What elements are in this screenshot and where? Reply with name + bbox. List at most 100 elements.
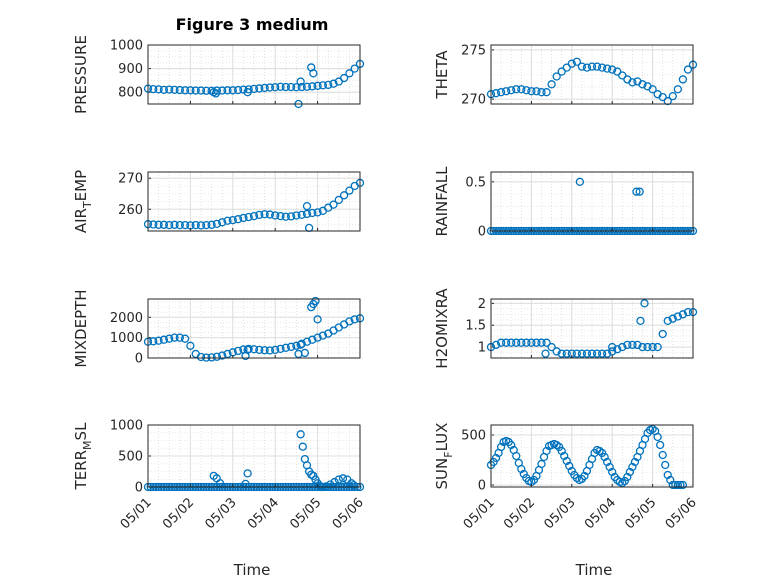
subplot-pressure: 800 900 1000 PRESSURE	[72, 35, 365, 114]
data-point	[196, 221, 206, 230]
data-point	[522, 86, 531, 95]
data-point	[165, 334, 174, 343]
data-point	[313, 333, 322, 342]
y-tick-label: 0	[135, 352, 143, 367]
data-point	[648, 342, 657, 352]
data-point	[512, 451, 521, 461]
x-tick-label: 05/04	[245, 495, 282, 532]
x-axis-label-left: Time	[233, 561, 271, 579]
data-point	[575, 177, 585, 186]
data-point	[345, 69, 354, 78]
data-point	[527, 338, 536, 347]
data-point	[625, 467, 635, 477]
y-axis-label: MIXDEPTH	[72, 289, 90, 367]
data-point	[218, 351, 227, 360]
data-point	[613, 345, 622, 354]
data-point	[557, 446, 566, 456]
data-point	[648, 85, 657, 94]
y-tick-label: 1	[478, 341, 486, 356]
x-tick-label: 05/05	[622, 495, 659, 532]
data-point	[603, 64, 612, 73]
x-tick-label: 05/02	[501, 495, 538, 532]
data-point	[608, 347, 617, 356]
data-point	[211, 89, 220, 98]
x-tick-label: 05/05	[287, 495, 324, 532]
data-point	[552, 72, 561, 81]
data-point	[260, 210, 269, 219]
data-point	[223, 349, 232, 359]
data-point	[196, 86, 206, 95]
data-point	[658, 329, 667, 339]
data-point	[608, 342, 617, 352]
data-point	[313, 315, 322, 324]
data-point	[552, 440, 561, 450]
x-tick-label: 05/04	[582, 495, 619, 532]
data-point	[297, 210, 306, 220]
data-point	[587, 349, 597, 358]
y-axis-label: PRESSURE	[72, 35, 90, 114]
data-point	[202, 220, 211, 230]
data-point	[349, 480, 358, 490]
data-point	[243, 469, 252, 478]
data-point	[522, 338, 531, 347]
data-point	[496, 88, 506, 97]
data-point	[636, 316, 645, 326]
data-point	[239, 85, 248, 94]
data-point	[154, 336, 163, 345]
data-point	[673, 85, 682, 94]
data-point	[207, 86, 216, 95]
data-point	[658, 450, 667, 460]
y-axis-label: THETA	[433, 50, 451, 100]
data-point	[271, 83, 280, 92]
data-point	[537, 338, 546, 347]
data-point	[582, 349, 592, 358]
y-tick-label: 2000	[110, 311, 143, 326]
data-point	[350, 64, 359, 73]
data-point	[149, 337, 158, 346]
data-point	[541, 349, 550, 358]
data-point	[567, 59, 576, 68]
data-point	[592, 62, 602, 71]
data-point	[600, 452, 609, 462]
data-point	[292, 341, 301, 350]
data-point	[233, 85, 243, 95]
data-point	[281, 343, 290, 352]
data-point	[318, 331, 328, 340]
data-point	[668, 314, 677, 323]
data-point	[653, 432, 662, 442]
y-tick-label: 500	[118, 450, 143, 465]
data-point	[501, 87, 511, 96]
data-point	[618, 342, 627, 352]
data-point	[296, 77, 305, 86]
data-point	[587, 62, 597, 71]
x-tick-label: 05/06	[663, 495, 700, 532]
data-point	[623, 340, 632, 350]
y-axis-label: SUNFLUX	[433, 423, 455, 490]
data-point	[223, 216, 232, 225]
data-point	[597, 349, 607, 358]
data-point	[223, 86, 232, 95]
data-point	[149, 84, 158, 94]
data-point	[613, 67, 622, 76]
data-point	[501, 338, 511, 347]
subplot-rainfall: 0 0.5 RAINFALL	[433, 166, 698, 240]
data-point	[276, 82, 285, 91]
data-point	[265, 83, 275, 92]
data-point	[191, 220, 200, 230]
data-point	[663, 316, 672, 326]
data-point	[326, 480, 335, 489]
data-point	[552, 347, 561, 356]
data-point	[281, 82, 290, 92]
data-point	[271, 345, 280, 355]
y-tick-label: 260	[118, 203, 143, 218]
data-point	[338, 474, 348, 483]
data-point	[547, 80, 556, 89]
data-point	[565, 461, 574, 471]
data-point	[592, 349, 602, 358]
data-point	[334, 195, 343, 205]
data-point	[159, 335, 169, 344]
data-point	[562, 456, 571, 466]
data-point	[207, 220, 216, 229]
data-point	[292, 211, 301, 220]
